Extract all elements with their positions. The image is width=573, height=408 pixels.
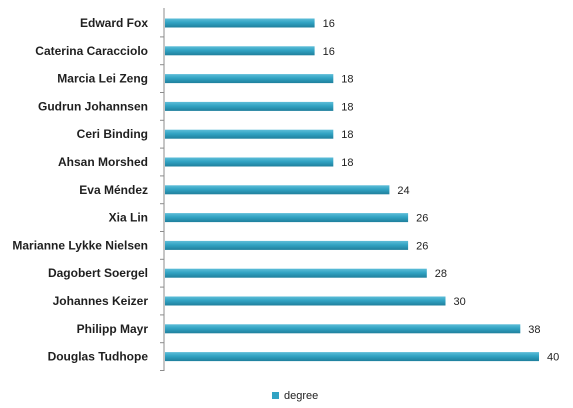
bar[interactable]: [165, 268, 427, 278]
bar[interactable]: [165, 157, 334, 167]
category-label: Ceri Binding: [77, 127, 148, 141]
category-label: Marcia Lei Zeng: [57, 72, 148, 86]
bar[interactable]: [165, 18, 315, 28]
bar[interactable]: [165, 352, 539, 362]
bar[interactable]: [165, 74, 334, 84]
bar[interactable]: [165, 324, 521, 334]
category-label: Douglas Tudhope: [48, 350, 149, 364]
bar[interactable]: [165, 296, 446, 306]
data-label: 26: [416, 240, 428, 252]
bar[interactable]: [165, 240, 409, 250]
category-label: Dagobert Soergel: [48, 266, 148, 280]
bar[interactable]: [165, 129, 334, 139]
category-label: Xia Lin: [109, 211, 148, 225]
legend-label: degree: [284, 390, 318, 402]
data-label: 38: [528, 324, 540, 336]
bar[interactable]: [165, 213, 409, 223]
category-label: Gudrun Johannsen: [38, 99, 148, 113]
data-label: 30: [454, 296, 466, 308]
data-label: 28: [435, 268, 447, 280]
data-label: 18: [341, 101, 353, 113]
category-label: Caterina Caracciolo: [35, 44, 148, 58]
category-label: Johannes Keizer: [53, 294, 149, 308]
bar[interactable]: [165, 101, 334, 111]
data-label: 18: [341, 74, 353, 86]
legend-swatch: [272, 392, 279, 399]
category-label: Marianne Lykke Nielsen: [12, 238, 148, 252]
data-label: 18: [341, 157, 353, 169]
data-label: 40: [547, 352, 559, 364]
data-label: 16: [323, 46, 335, 58]
category-label: Eva Méndez: [79, 183, 148, 197]
bar[interactable]: [165, 185, 390, 195]
data-label: 16: [323, 18, 335, 30]
data-label: 18: [341, 129, 353, 141]
category-label: Philipp Mayr: [77, 322, 149, 336]
bar[interactable]: [165, 46, 315, 56]
data-label: 24: [397, 185, 409, 197]
data-label: 26: [416, 213, 428, 225]
category-label: Edward Fox: [80, 16, 148, 30]
category-label: Ahsan Morshed: [58, 155, 148, 169]
